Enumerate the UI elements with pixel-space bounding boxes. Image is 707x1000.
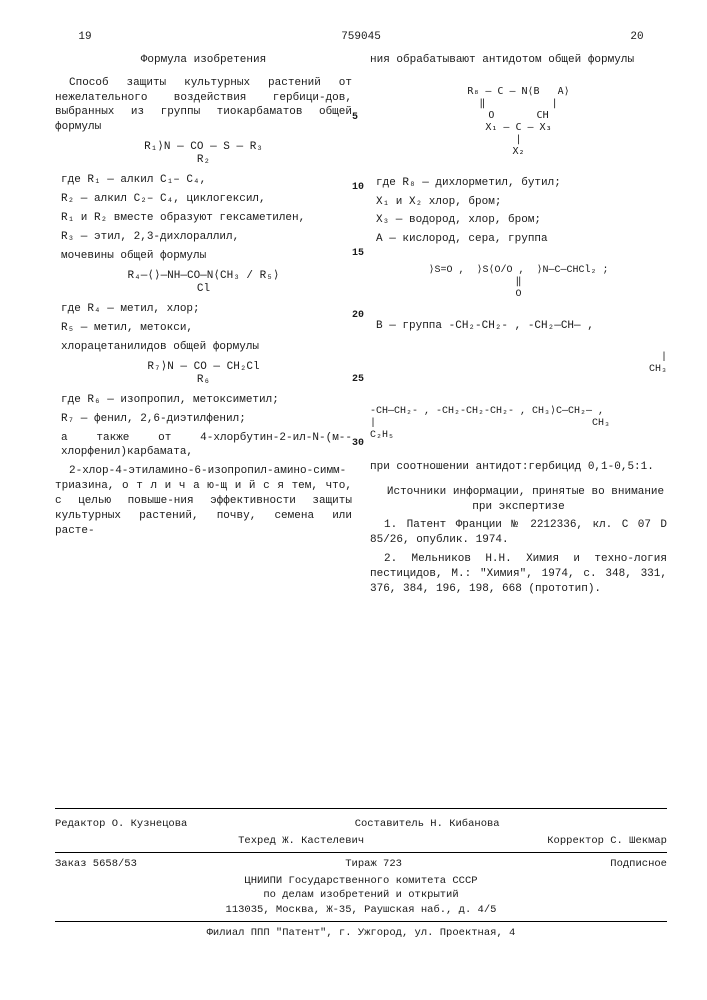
- left-column: Формула изобретения Способ защиты культу…: [55, 53, 352, 601]
- ant-l3: O CH: [488, 110, 548, 121]
- where-x3: X₃ — водород, хлор, бром;: [376, 213, 667, 228]
- org-line-1: ЦНИИПИ Государственного комитета СССР: [55, 874, 667, 888]
- grp1: ⟩S=O , ⟩S⟨O/O , ⟩N—C—CHCl₂ ;: [428, 265, 608, 276]
- where-r1: где R₁ — алкил C₁– C₄,: [61, 173, 352, 188]
- formula-r7: R₇: [147, 361, 160, 373]
- where-r3: R₃ — этил, 2,3-дихлораллил,: [61, 230, 352, 245]
- where-x1x2: X₁ и X₂ хлор, бром;: [376, 195, 667, 210]
- ant-l2: ‖ |: [479, 98, 557, 109]
- claims-title: Формула изобретения: [55, 53, 352, 68]
- formula-r6: R₆: [197, 374, 210, 386]
- ratio-text: при соотношении антидот:гербицид 0,1-0,5…: [370, 460, 667, 475]
- para-1: Способ защиты культурных растений от неж…: [55, 76, 352, 135]
- para-2: 2-хлор-4-этиламино-6-изопропил-амино-сим…: [55, 464, 352, 538]
- formula-antidote: R₈ — C — N⟨B A⟩ ‖ | O CH X₁ — C — X₃ | X…: [370, 74, 667, 170]
- where-r7: R₇ — фенил, 2,6-диэтилфенил;: [61, 412, 352, 427]
- grp2c: C₂H₅: [370, 430, 394, 441]
- address-line: 113035, Москва, Ж-35, Раушская наб., д. …: [55, 903, 667, 917]
- where-b: B — группа -CH₂-CH₂- , -CH₂—CH— ,: [376, 319, 667, 334]
- where-r4: где R₄ — метил, хлор;: [61, 302, 352, 317]
- ant-l6: X₂: [512, 146, 524, 157]
- page-header: 19 759045 20: [55, 30, 667, 45]
- grp1c: O: [515, 289, 521, 300]
- where-r8: где R₈ — дихлорметил, бутил;: [376, 176, 667, 191]
- techred-credit: Техред Ж. Кастелевич: [238, 834, 364, 848]
- grp2a: -CH—CH₂- , -CH₂-CH₂-CH₂- , CH₃⟩C—CH₂— ,: [370, 406, 604, 417]
- document-number: 759045: [341, 30, 381, 45]
- ln-30: 30: [352, 437, 364, 451]
- sign-label: Подписное: [610, 857, 667, 871]
- ln-10: 10: [352, 181, 364, 195]
- right-para-1: ния обрабатывают антидотом общей формулы: [370, 53, 667, 68]
- tirage: Тираж 723: [345, 857, 402, 871]
- compiler-credit: Составитель Н. Кибанова: [355, 817, 500, 831]
- formula-chloroacet: R₇⟩N — CO — CH₂Cl R₆: [55, 361, 352, 387]
- corrector-credit: Корректор С. Шекмар: [547, 834, 667, 848]
- where-b-sub: | CH₃: [370, 340, 667, 388]
- source-1: 1. Патент Франции № 2212336, кл. С 07 D …: [370, 518, 667, 548]
- where-r2: R₂ — алкил C₂– C₄, циклогексил,: [61, 192, 352, 207]
- grp1b: ‖: [515, 277, 521, 288]
- formula-ch2cl: N — CO — CH₂Cl: [167, 361, 259, 373]
- formula-urea-main: R₄—⟨⟩—NH—CO—N⟨CH₃ / R₅⟩: [128, 270, 280, 282]
- where-r6: где R₆ — изопропил, метоксиметил;: [61, 393, 352, 408]
- groups-b: -CH—CH₂- , -CH₂-CH₂-CH₂- , CH₃⟩C—CH₂— , …: [370, 394, 667, 454]
- ant-l5: |: [515, 134, 521, 145]
- where-also: а также от 4-хлорбутин-2-ил-N-(м--хлорфе…: [61, 431, 352, 461]
- page-number-left: 19: [55, 30, 115, 45]
- formula-urea: R₄—⟨⟩—NH—CO—N⟨CH₃ / R₅⟩ Cl: [55, 270, 352, 296]
- ln-25: 25: [352, 373, 364, 387]
- wb2: |: [661, 352, 667, 363]
- grp2b: | CH₃: [370, 418, 610, 429]
- editor-credit: Редактор О. Кузнецова: [55, 817, 187, 831]
- org-line-2: по делам изобретений и открытий: [55, 888, 667, 902]
- right-column: 5 10 15 20 25 30 ния обрабатывают антидо…: [370, 53, 667, 601]
- formula-r1: R₁: [144, 141, 157, 153]
- patent-page: 19 759045 20 Формула изобретения Способ …: [0, 0, 707, 621]
- formula-thiocarbamate: R₁⟩N — CO — S — R₃ R₂: [55, 141, 352, 167]
- groups-a: ⟩S=O , ⟩S⟨O/O , ⟩N—C—CHCl₂ ; ‖ O: [370, 253, 667, 313]
- ant-l1: R₈ — C — N⟨B A⟩: [467, 86, 569, 97]
- formula-urea-cl: Cl: [197, 283, 210, 295]
- formula-main: N — CO — S — R₃: [164, 141, 263, 153]
- ln-5: 5: [352, 111, 358, 125]
- content-columns: Формула изобретения Способ защиты культу…: [55, 53, 667, 601]
- source-2: 2. Мельников Н.Н. Химия и техно-логия пе…: [370, 552, 667, 597]
- page-footer: Редактор О. Кузнецова Составитель Н. Киб…: [55, 808, 667, 940]
- where-r1r2: R₁ и R₂ вместе образуют гексаметилен,: [61, 211, 352, 226]
- ln-15: 15: [352, 247, 364, 261]
- wb3: CH₃: [649, 364, 667, 375]
- page-number-right: 20: [607, 30, 667, 45]
- where-a: A — кислород, сера, группа: [376, 232, 667, 247]
- where-urea: мочевины общей формулы: [61, 249, 352, 264]
- formula-r2: R₂: [197, 154, 210, 166]
- where-r5: R₅ — метил, метокси,: [61, 321, 352, 336]
- ln-20: 20: [352, 309, 364, 323]
- where-chloroacet: хлорацетанилидов общей формулы: [61, 340, 352, 355]
- sources-title: Источники информации, принятые во вниман…: [370, 485, 667, 515]
- ant-l4: X₁ — C — X₃: [485, 122, 551, 133]
- order-number: Заказ 5658/53: [55, 857, 137, 871]
- branch-line: Филиал ППП "Патент", г. Ужгород, ул. Про…: [55, 926, 667, 940]
